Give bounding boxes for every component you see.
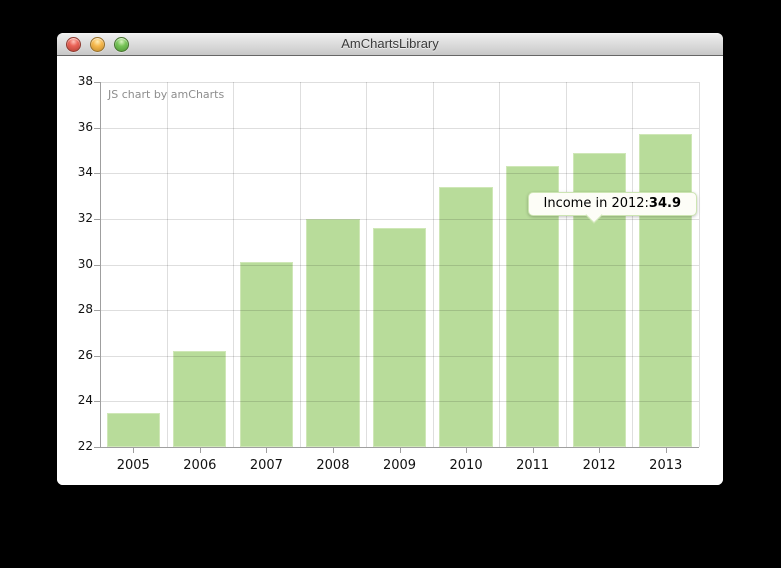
y-axis-label-38: 38 <box>77 74 93 88</box>
y-tick-26 <box>94 355 100 357</box>
traffic-lights <box>66 37 129 52</box>
amcharts-credit-label[interactable]: JS chart by amCharts <box>108 88 225 101</box>
gridline-x-3 <box>299 82 301 447</box>
x-tick-2005 <box>133 448 135 453</box>
y-axis-label-22: 22 <box>77 439 93 453</box>
y-tick-30 <box>94 264 100 266</box>
x-tick-2009 <box>399 448 401 453</box>
gridline-y-32 <box>100 218 699 220</box>
y-tick-36 <box>94 127 100 129</box>
y-tick-22 <box>94 447 100 448</box>
x-axis-label-2006: 2006 <box>183 458 217 473</box>
gridline-x-6 <box>499 82 501 447</box>
window-titlebar[interactable]: AmChartsLibrary <box>57 33 723 56</box>
gridline-y-28 <box>100 310 699 312</box>
y-tick-38 <box>94 82 100 83</box>
app-window: AmChartsLibrary JS chart by amCharts Inc… <box>57 33 723 485</box>
x-axis-label-2009: 2009 <box>382 458 417 473</box>
x-tick-2007 <box>266 448 268 453</box>
gridline-x-8 <box>632 82 634 447</box>
gridline-x-5 <box>432 82 434 447</box>
tooltip: Income in 2012:34.9 <box>527 192 697 224</box>
bar-2006[interactable] <box>173 351 227 447</box>
x-tick-2011 <box>532 448 534 453</box>
bar-2010[interactable] <box>439 186 493 447</box>
y-axis-label-36: 36 <box>77 119 93 134</box>
bar-2007[interactable] <box>239 262 293 447</box>
gridline-y-24 <box>100 401 699 403</box>
x-axis-label-2008: 2008 <box>316 458 350 473</box>
bar-2008[interactable] <box>306 218 360 447</box>
x-tick-2008 <box>332 448 334 453</box>
y-axis-label-32: 32 <box>77 210 93 225</box>
y-tick-24 <box>94 401 100 403</box>
y-axis-label-26: 26 <box>77 347 93 362</box>
x-tick-2010 <box>466 448 468 453</box>
close-button[interactable] <box>66 37 81 52</box>
y-axis-line <box>100 82 101 447</box>
chart-area: JS chart by amCharts Income in 2012:34.9… <box>57 56 723 485</box>
gridline-y-30 <box>100 264 699 266</box>
minimize-button[interactable] <box>90 37 105 52</box>
bar-2009[interactable] <box>372 228 427 447</box>
x-axis-label-2013: 2013 <box>649 458 683 473</box>
y-tick-28 <box>94 310 100 312</box>
y-axis-label-34: 34 <box>77 165 93 180</box>
window-title: AmChartsLibrary <box>341 36 439 51</box>
x-axis-label-2012: 2012 <box>582 458 616 473</box>
x-tick-2006 <box>199 448 201 453</box>
bar-2013[interactable] <box>639 134 693 447</box>
x-axis-line <box>100 447 699 448</box>
window-content: JS chart by amCharts Income in 2012:34.9… <box>57 56 723 485</box>
x-axis-label-2007: 2007 <box>249 458 283 473</box>
x-axis-label-2011: 2011 <box>516 458 550 473</box>
gridline-x-9 <box>699 82 700 447</box>
y-axis-label-30: 30 <box>77 256 93 271</box>
x-axis-label-2010: 2010 <box>449 458 483 473</box>
tooltip-value: 34.9 <box>648 196 681 212</box>
gridline-x-1 <box>166 82 168 447</box>
zoom-button[interactable] <box>114 37 129 52</box>
gridline-x-2 <box>233 82 235 447</box>
gridline-y-36 <box>100 127 699 129</box>
gridline-x-7 <box>565 82 567 447</box>
y-tick-34 <box>94 173 100 175</box>
tooltip-label: Income in 2012: <box>543 196 649 212</box>
y-axis-label-24: 24 <box>77 393 93 408</box>
gridline-y-26 <box>100 355 699 357</box>
x-axis-label-2005: 2005 <box>116 458 150 473</box>
x-tick-2013 <box>665 448 667 453</box>
gridline-x-4 <box>366 82 368 447</box>
gridline-y-34 <box>100 173 699 175</box>
bar-2005[interactable] <box>106 412 160 447</box>
x-tick-2012 <box>599 448 601 453</box>
y-tick-32 <box>94 218 100 220</box>
gridline-y-38 <box>100 82 699 83</box>
y-axis-label-28: 28 <box>77 302 93 317</box>
